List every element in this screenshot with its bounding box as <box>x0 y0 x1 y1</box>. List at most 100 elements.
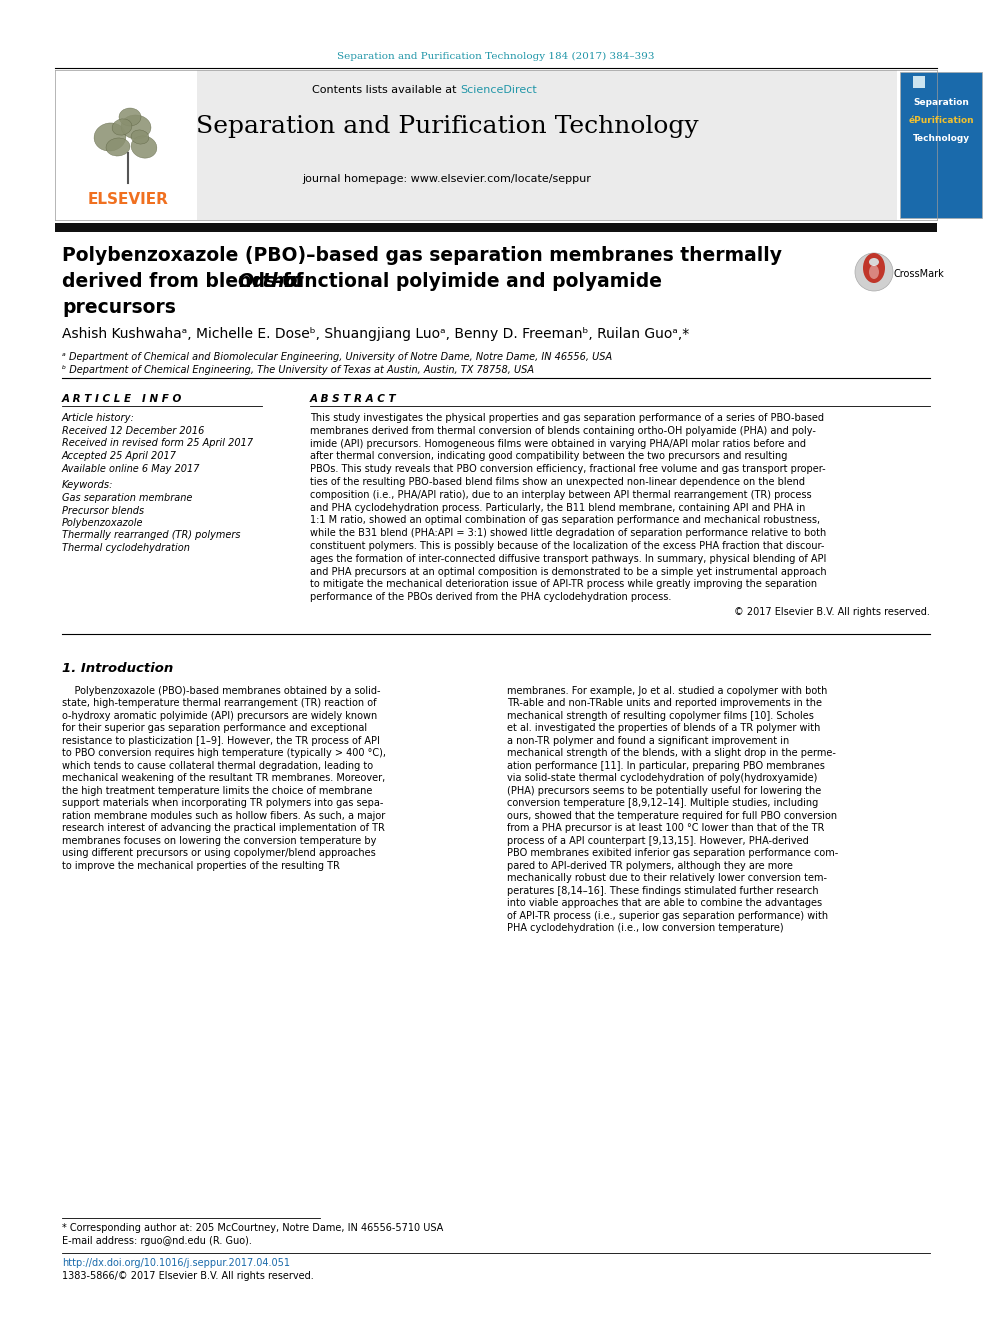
Text: A R T I C L E   I N F O: A R T I C L E I N F O <box>62 394 183 404</box>
Text: ScienceDirect: ScienceDirect <box>460 85 537 95</box>
Ellipse shape <box>863 253 885 283</box>
Text: from a PHA precursor is at least 100 °C lower than that of the TR: from a PHA precursor is at least 100 °C … <box>507 823 824 833</box>
Text: and PHA precursors at an optimal composition is demonstrated to be a simple yet : and PHA precursors at an optimal composi… <box>310 566 826 577</box>
Text: * Corresponding author at: 205 McCourtney, Notre Dame, IN 46556-5710 USA: * Corresponding author at: 205 McCourtne… <box>62 1222 443 1233</box>
Text: which tends to cause collateral thermal degradation, leading to: which tends to cause collateral thermal … <box>62 761 373 771</box>
Text: PBOs. This study reveals that PBO conversion efficiency, fractional free volume : PBOs. This study reveals that PBO conver… <box>310 464 825 474</box>
Text: ours, showed that the temperature required for full PBO conversion: ours, showed that the temperature requir… <box>507 811 837 820</box>
Text: This study investigates the physical properties and gas separation performance o: This study investigates the physical pro… <box>310 413 824 423</box>
Text: TR-able and non-TRable units and reported improvements in the: TR-able and non-TRable units and reporte… <box>507 699 822 708</box>
Text: Ortho: Ortho <box>237 273 298 291</box>
Text: E-mail address: rguo@nd.edu (R. Guo).: E-mail address: rguo@nd.edu (R. Guo). <box>62 1236 252 1246</box>
Text: ation performance [11]. In particular, preparing PBO membranes: ation performance [11]. In particular, p… <box>507 761 825 771</box>
Ellipse shape <box>131 130 149 144</box>
Circle shape <box>855 253 893 291</box>
Text: into viable approaches that are able to combine the advantages: into viable approaches that are able to … <box>507 898 822 909</box>
Text: PHA cyclodehydration (i.e., low conversion temperature): PHA cyclodehydration (i.e., low conversi… <box>507 923 784 933</box>
Text: http://dx.doi.org/10.1016/j.seppur.2017.04.051: http://dx.doi.org/10.1016/j.seppur.2017.… <box>62 1258 290 1267</box>
Text: éPurification: éPurification <box>909 116 974 124</box>
Text: for their superior gas separation performance and exceptional: for their superior gas separation perfor… <box>62 724 367 733</box>
Text: mechanically robust due to their relatively lower conversion tem-: mechanically robust due to their relativ… <box>507 873 827 884</box>
Text: et al. investigated the properties of blends of a TR polymer with: et al. investigated the properties of bl… <box>507 724 820 733</box>
Text: membranes derived from thermal conversion of blends containing ortho-OH polyamid: membranes derived from thermal conversio… <box>310 426 815 435</box>
Text: research interest of advancing the practical implementation of TR: research interest of advancing the pract… <box>62 823 385 833</box>
Text: -functional polyimide and polyamide: -functional polyimide and polyamide <box>275 273 662 291</box>
Bar <box>55 224 937 232</box>
Text: CrossMark: CrossMark <box>894 269 944 279</box>
Text: ᵃ Department of Chemical and Biomolecular Engineering, University of Notre Dame,: ᵃ Department of Chemical and Biomolecula… <box>62 352 612 363</box>
Bar <box>913 75 925 89</box>
Text: Thermal cyclodehydration: Thermal cyclodehydration <box>62 542 189 553</box>
Text: to PBO conversion requires high temperature (typically > 400 °C),: to PBO conversion requires high temperat… <box>62 749 386 758</box>
Ellipse shape <box>869 258 879 266</box>
Text: while the B31 blend (PHA:API = 3:1) showed little degradation of separation perf: while the B31 blend (PHA:API = 3:1) show… <box>310 528 826 538</box>
Text: imide (API) precursors. Homogeneous films were obtained in varying PHA/API molar: imide (API) precursors. Homogeneous film… <box>310 439 806 448</box>
Text: derived from blends of: derived from blends of <box>62 273 310 291</box>
Text: Polybenzoxazole (PBO)-based membranes obtained by a solid-: Polybenzoxazole (PBO)-based membranes ob… <box>62 685 381 696</box>
Text: Polybenzoxazole (PBO)–based gas separation membranes thermally: Polybenzoxazole (PBO)–based gas separati… <box>62 246 782 265</box>
Text: of API-TR process (i.e., superior gas separation performance) with: of API-TR process (i.e., superior gas se… <box>507 910 828 921</box>
Text: constituent polymers. This is possibly because of the localization of the excess: constituent polymers. This is possibly b… <box>310 541 824 550</box>
Text: o-hydroxy aromatic polyimide (API) precursors are widely known: o-hydroxy aromatic polyimide (API) precu… <box>62 710 377 721</box>
Text: Article history:: Article history: <box>62 413 135 423</box>
Text: PBO membranes exibited inferior gas separation performance com-: PBO membranes exibited inferior gas sepa… <box>507 848 838 859</box>
Text: Separation and Purification Technology 184 (2017) 384–393: Separation and Purification Technology 1… <box>337 52 655 61</box>
Text: Separation and Purification Technology: Separation and Purification Technology <box>195 115 698 138</box>
Text: resistance to plasticization [1–9]. However, the TR process of API: resistance to plasticization [1–9]. Howe… <box>62 736 380 746</box>
Ellipse shape <box>131 136 157 159</box>
Text: Accepted 25 April 2017: Accepted 25 April 2017 <box>62 451 177 460</box>
Text: Received 12 December 2016: Received 12 December 2016 <box>62 426 204 437</box>
Text: peratures [8,14–16]. These findings stimulated further research: peratures [8,14–16]. These findings stim… <box>507 886 818 896</box>
Text: © 2017 Elsevier B.V. All rights reserved.: © 2017 Elsevier B.V. All rights reserved… <box>734 607 930 617</box>
Text: via solid-state thermal cyclodehydration of poly(hydroxyamide): via solid-state thermal cyclodehydration… <box>507 774 817 783</box>
Text: mechanical strength of the blends, with a slight drop in the perme-: mechanical strength of the blends, with … <box>507 749 836 758</box>
Text: ties of the resulting PBO-based blend films show an unexpected non-linear depend: ties of the resulting PBO-based blend fi… <box>310 478 805 487</box>
Text: 1383-5866/© 2017 Elsevier B.V. All rights reserved.: 1383-5866/© 2017 Elsevier B.V. All right… <box>62 1271 313 1281</box>
Text: Ashish Kushwahaᵃ, Michelle E. Doseᵇ, Shuangjiang Luoᵃ, Benny D. Freemanᵇ, Ruilan: Ashish Kushwahaᵃ, Michelle E. Doseᵇ, Shu… <box>62 327 689 341</box>
Ellipse shape <box>112 119 132 135</box>
Ellipse shape <box>94 123 126 151</box>
Bar <box>197 70 897 220</box>
Text: state, high-temperature thermal rearrangement (TR) reaction of: state, high-temperature thermal rearrang… <box>62 699 377 708</box>
Text: performance of the PBOs derived from the PHA cyclodehydration process.: performance of the PBOs derived from the… <box>310 593 672 602</box>
Text: Separation: Separation <box>913 98 969 107</box>
Ellipse shape <box>121 115 151 139</box>
Text: composition (i.e., PHA/API ratio), due to an interplay between API thermal rearr: composition (i.e., PHA/API ratio), due t… <box>310 490 811 500</box>
Text: the high treatment temperature limits the choice of membrane: the high treatment temperature limits th… <box>62 786 372 796</box>
Text: process of a API counterpart [9,13,15]. However, PHA-derived: process of a API counterpart [9,13,15]. … <box>507 836 808 845</box>
Text: precursors: precursors <box>62 298 176 318</box>
Text: a non-TR polymer and found a significant improvement in: a non-TR polymer and found a significant… <box>507 736 790 746</box>
Text: Precursor blends: Precursor blends <box>62 505 144 516</box>
Text: Available online 6 May 2017: Available online 6 May 2017 <box>62 463 200 474</box>
Text: mechanical weakening of the resultant TR membranes. Moreover,: mechanical weakening of the resultant TR… <box>62 774 385 783</box>
Text: Keywords:: Keywords: <box>62 480 113 490</box>
Ellipse shape <box>106 138 130 156</box>
Text: pared to API-derived TR polymers, although they are more: pared to API-derived TR polymers, althou… <box>507 861 793 871</box>
Ellipse shape <box>119 108 141 126</box>
Text: ᵇ Department of Chemical Engineering, The University of Texas at Austin, Austin,: ᵇ Department of Chemical Engineering, Th… <box>62 365 534 374</box>
Text: Gas separation membrane: Gas separation membrane <box>62 493 192 503</box>
Text: after thermal conversion, indicating good compatibility between the two precurso: after thermal conversion, indicating goo… <box>310 451 788 462</box>
Bar <box>55 70 197 220</box>
Text: mechanical strength of resulting copolymer films [10]. Scholes: mechanical strength of resulting copolym… <box>507 710 813 721</box>
Text: Polybenzoxazole: Polybenzoxazole <box>62 519 144 528</box>
Text: ages the formation of inter-connected diffusive transport pathways. In summary, : ages the formation of inter-connected di… <box>310 554 826 564</box>
Text: Received in revised form 25 April 2017: Received in revised form 25 April 2017 <box>62 438 253 448</box>
Ellipse shape <box>869 265 879 279</box>
Text: (PHA) precursors seems to be potentially useful for lowering the: (PHA) precursors seems to be potentially… <box>507 786 821 796</box>
Text: to mitigate the mechanical deterioration issue of API-TR process while greatly i: to mitigate the mechanical deterioration… <box>310 579 817 590</box>
Text: A B S T R A C T: A B S T R A C T <box>310 394 397 404</box>
Text: ration membrane modules such as hollow fibers. As such, a major: ration membrane modules such as hollow f… <box>62 811 385 820</box>
Text: 1:1 M ratio, showed an optimal combination of gas separation performance and mec: 1:1 M ratio, showed an optimal combinati… <box>310 516 820 525</box>
Text: using different precursors or using copolymer/blend approaches: using different precursors or using copo… <box>62 848 376 859</box>
Text: Contents lists available at: Contents lists available at <box>312 85 460 95</box>
Text: membranes focuses on lowering the conversion temperature by: membranes focuses on lowering the conver… <box>62 836 376 845</box>
Text: Technology: Technology <box>913 134 969 143</box>
Text: support materials when incorporating TR polymers into gas sepa-: support materials when incorporating TR … <box>62 798 383 808</box>
Bar <box>900 71 982 218</box>
Text: membranes. For example, Jo et al. studied a copolymer with both: membranes. For example, Jo et al. studie… <box>507 685 827 696</box>
Text: conversion temperature [8,9,12–14]. Multiple studies, including: conversion temperature [8,9,12–14]. Mult… <box>507 798 818 808</box>
Text: to improve the mechanical properties of the resulting TR: to improve the mechanical properties of … <box>62 861 340 871</box>
Text: and PHA cyclodehydration process. Particularly, the B11 blend membrane, containi: and PHA cyclodehydration process. Partic… <box>310 503 806 512</box>
Text: 1. Introduction: 1. Introduction <box>62 662 174 675</box>
